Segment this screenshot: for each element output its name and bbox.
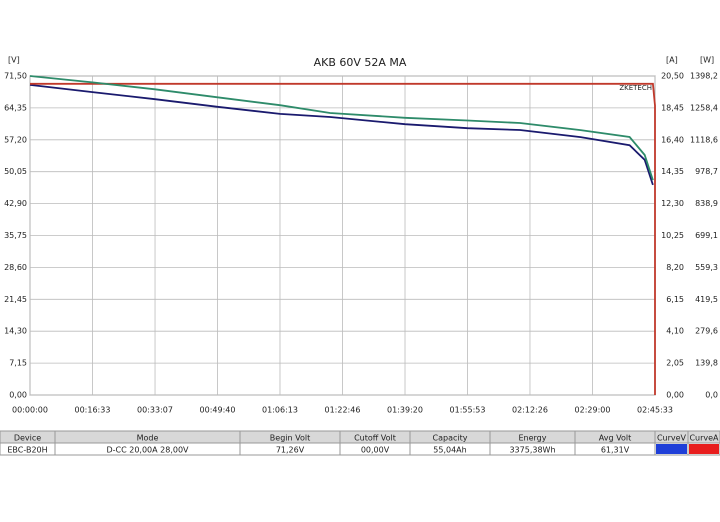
y-tick-label: 50,05	[4, 167, 27, 176]
table-cell: D-CC 20,00A 28,00V	[106, 446, 189, 455]
y3-axis-unit: [W]	[700, 56, 714, 65]
y2-tick-label: 8,20	[666, 263, 684, 272]
x-tick-label: 02:45:33	[637, 406, 673, 415]
x-tick-label: 00:00:00	[12, 406, 48, 415]
x-tick-label: 01:55:53	[450, 406, 486, 415]
y3-tick-label: 419,5	[695, 295, 718, 304]
y2-tick-label: 20,50	[661, 72, 684, 81]
x-tick-label: 00:33:07	[137, 406, 173, 415]
y-tick-label: 21,45	[4, 295, 27, 304]
table-header-cell: Begin Volt	[270, 434, 310, 443]
table-row-bg	[0, 442, 720, 456]
y-tick-label: 71,50	[4, 72, 27, 81]
x-tick-label: 02:12:26	[512, 406, 548, 415]
y3-tick-label: 1398,2	[690, 72, 718, 81]
y3-tick-label: 559,3	[695, 263, 718, 272]
y2-tick-label: 14,35	[661, 167, 684, 176]
legend-swatch	[689, 444, 719, 454]
x-tick-label: 01:39:20	[387, 406, 423, 415]
table-cell: 61,31V	[601, 446, 630, 455]
watermark: ZKETECH	[619, 84, 652, 92]
x-tick-label: 02:29:00	[575, 406, 611, 415]
x-tick-label: 00:16:33	[75, 406, 111, 415]
y2-tick-label: 6,15	[666, 295, 684, 304]
y3-tick-label: 279,6	[695, 327, 718, 336]
table-header-cell: Avg Volt	[599, 434, 631, 443]
table-cell: 3375,38Wh	[509, 446, 555, 455]
y3-tick-label: 139,8	[695, 359, 718, 368]
y3-tick-label: 1118,6	[690, 135, 718, 144]
series-line	[29, 84, 654, 186]
y-tick-label: 7,15	[9, 359, 27, 368]
legend-swatch	[656, 444, 687, 454]
y-tick-label: 57,20	[4, 135, 27, 144]
y2-tick-label: 4,10	[666, 327, 684, 336]
y-tick-label: 0,00	[9, 391, 27, 400]
table-header-cell: Cutoff Volt	[354, 434, 396, 443]
x-tick-label: 00:49:40	[200, 406, 236, 415]
y2-tick-label: 18,45	[661, 103, 684, 112]
table-cell: 55,04Ah	[433, 446, 466, 455]
table-cell: 00,00V	[361, 446, 390, 455]
y3-tick-label: 699,1	[695, 231, 718, 240]
y2-tick-label: 0,00	[666, 391, 684, 400]
y3-tick-label: 0,0	[705, 391, 718, 400]
y-tick-label: 35,75	[4, 231, 27, 240]
y2-tick-label: 10,25	[661, 231, 684, 240]
y-tick-label: 28,60	[4, 263, 27, 272]
y3-tick-label: 1258,4	[690, 103, 718, 112]
y-tick-label: 64,35	[4, 103, 27, 112]
series-line	[30, 82, 656, 395]
y3-tick-label: 978,7	[695, 167, 718, 176]
chart-title: AKB 60V 52A MA	[314, 56, 407, 69]
y2-axis-unit: [A]	[666, 56, 678, 65]
x-tick-label: 01:22:46	[324, 406, 360, 415]
y-tick-label: 14,30	[4, 327, 27, 336]
y3-tick-label: 838,9	[695, 199, 718, 208]
y-axis-unit: [V]	[8, 56, 20, 65]
table-header-cell: Device	[14, 434, 41, 443]
table-header-cell: Capacity	[433, 434, 468, 443]
table-cell: EBC-B20H	[7, 446, 47, 455]
y-tick-label: 42,90	[4, 199, 27, 208]
y2-tick-label: 16,40	[661, 135, 684, 144]
y2-tick-label: 12,30	[661, 199, 684, 208]
series-line	[29, 75, 654, 181]
table-cell: 71,26V	[276, 446, 305, 455]
table-header-cell: Mode	[137, 434, 159, 443]
table-header-cell: CurveA	[689, 434, 719, 443]
table-header-cell: CurveV	[657, 434, 687, 443]
x-tick-label: 01:06:13	[262, 406, 298, 415]
table-header-cell: Energy	[518, 434, 546, 443]
y2-tick-label: 2,05	[666, 359, 684, 368]
